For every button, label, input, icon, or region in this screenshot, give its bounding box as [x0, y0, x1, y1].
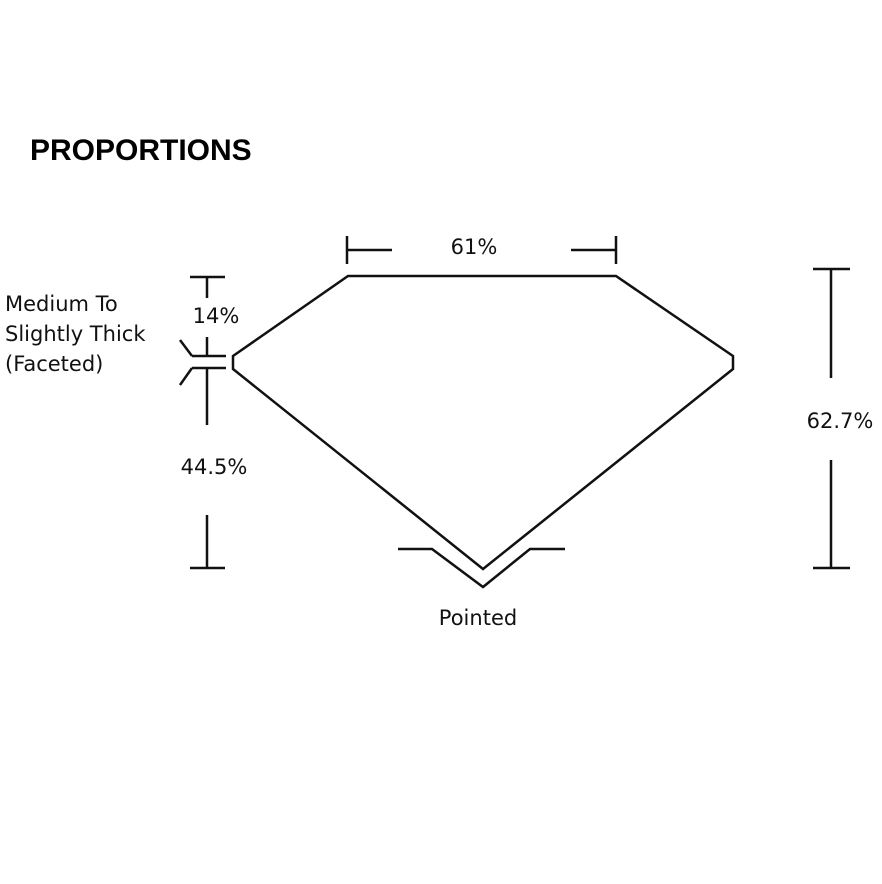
table-dimension: 61%	[345, 235, 618, 264]
crown-label: 14%	[193, 304, 240, 328]
depth-dimension: 62.7%	[807, 267, 874, 570]
pavilion-label: 44.5%	[181, 455, 248, 479]
depth-label: 62.7%	[807, 409, 874, 433]
culet-indicator: Pointed	[398, 547, 565, 630]
svg-text:Slightly Thick: Slightly Thick	[5, 322, 146, 346]
culet-label: Pointed	[439, 606, 517, 630]
pavilion-dimension: 44.5%	[178, 366, 248, 570]
table-label: 61%	[451, 235, 498, 259]
page-title: PROPORTIONS	[30, 134, 252, 167]
svg-text:Medium To: Medium To	[5, 292, 118, 316]
svg-text:(Faceted): (Faceted)	[5, 352, 103, 376]
diamond-outline	[231, 274, 735, 571]
crown-dimension: 14%	[179, 275, 240, 358]
girdle-label: Medium To Slightly Thick (Faceted)	[5, 292, 146, 376]
